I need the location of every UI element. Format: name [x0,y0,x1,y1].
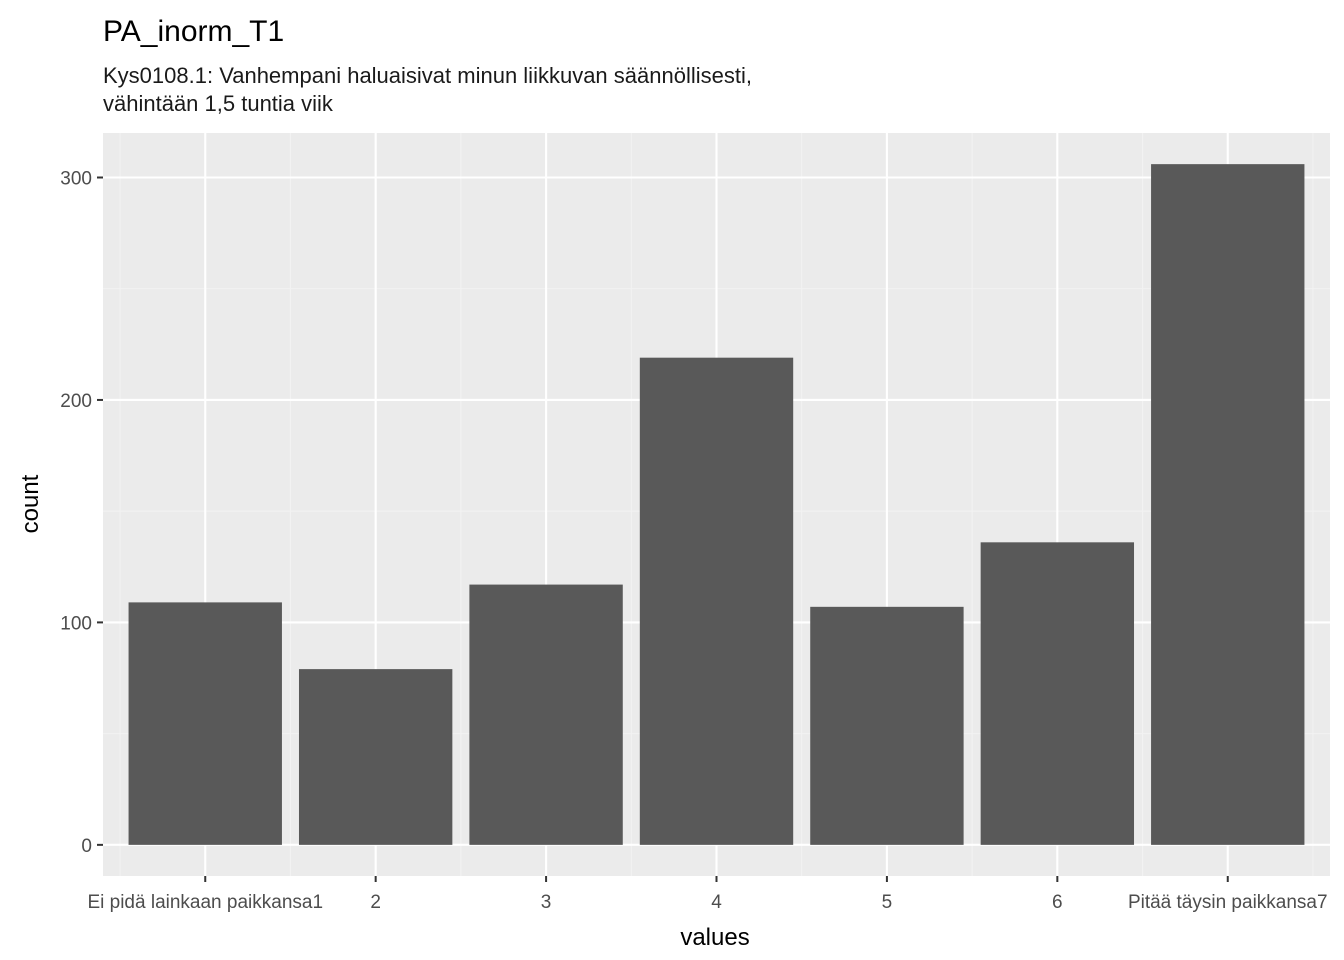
y-axis: 0 100 200 300 [60,168,103,857]
x-tick-label: 3 [541,892,552,913]
bar [810,606,964,845]
bars [128,164,1305,845]
x-tick-label: 2 [370,892,381,913]
y-tick-label: 200 [60,391,92,412]
y-tick-label: 300 [60,168,92,189]
x-axis: Ei pidä lainkaan paikkansa1 2 3 4 5 6 Pitää tä… [87,876,1328,913]
chart-subtitle-line-1: Kys0108.1: Vanhempani haluaisivat minun … [103,63,752,88]
x-tick-label: Pitää täysin paikkansa7 [1128,892,1328,913]
chart-title: PA_inorm_T1 [103,15,284,48]
bar [298,669,453,845]
bar [1151,164,1305,845]
x-tick-label: 4 [711,892,722,913]
x-tick-label: 6 [1052,892,1063,913]
bar [469,584,623,845]
chart-subtitle-line-2: vähintään 1,5 tuntia viik [103,91,334,116]
bar [128,602,282,845]
bar [980,542,1135,845]
x-tick-label: 5 [882,892,893,913]
bar [639,357,794,845]
x-tick-label: Ei pidä lainkaan paikkansa1 [87,892,323,913]
y-tick-label: 0 [81,836,92,857]
x-axis-title: values [680,924,749,951]
y-tick-label: 100 [60,613,92,634]
y-axis-title: count [17,474,44,533]
